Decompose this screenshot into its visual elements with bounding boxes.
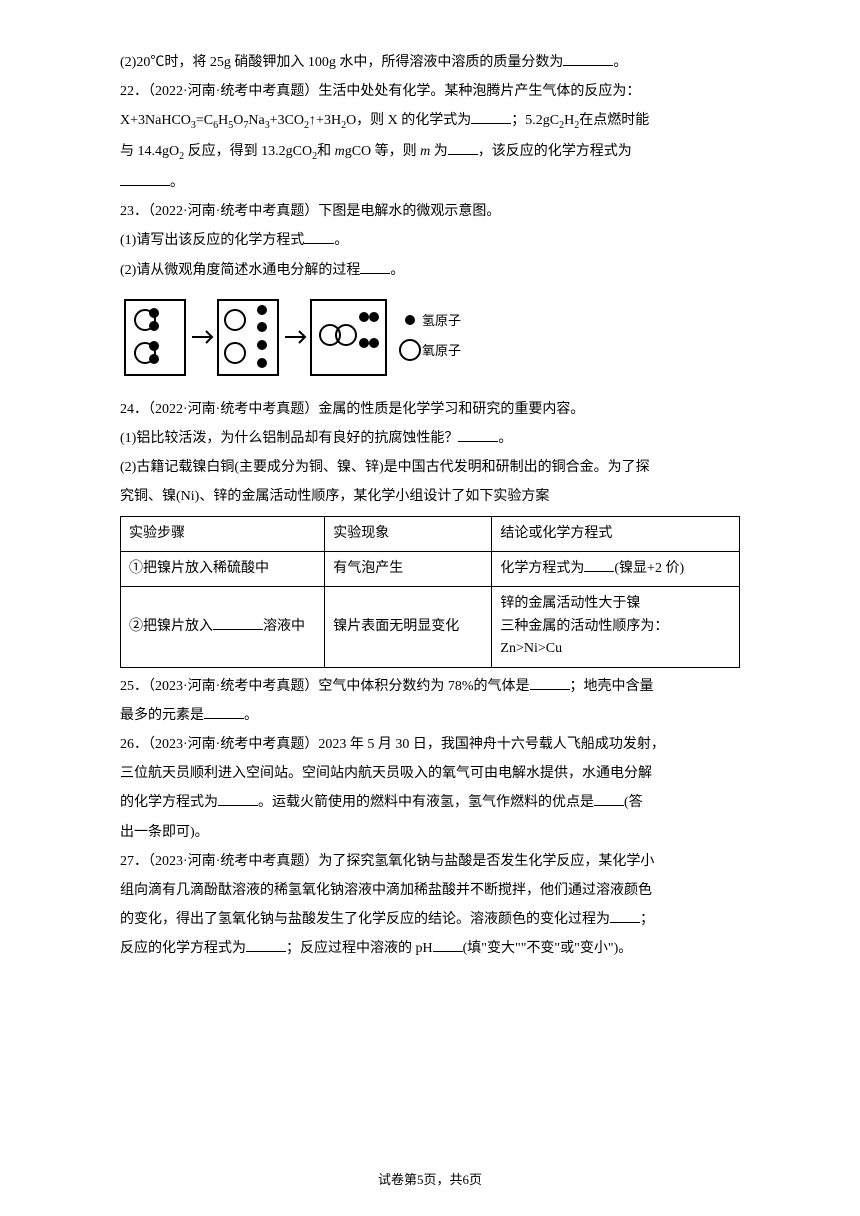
table-header-cell: 实验现象 (325, 516, 492, 551)
blank (594, 792, 624, 806)
electrolysis-diagram: 氢原子 氧原子 (120, 295, 470, 380)
blank (471, 110, 511, 124)
blank (246, 938, 286, 952)
q25-line2: 最多的元素是。 (120, 703, 740, 728)
blank (360, 260, 390, 274)
period: 。 (613, 55, 627, 70)
q23-intro: 23．（2022·河南·统考中考真题）下图是电解水的微观示意图。 (120, 199, 740, 224)
q26-b: 三位航天员顺利进入空间站。空间站内航天员吸入的氧气可由电解水提供，水通电分解 (120, 761, 740, 786)
table-cell: 化学方程式为(镍显+2 价) (492, 552, 740, 587)
blank (218, 792, 258, 806)
q22-line4: 。 (120, 170, 740, 195)
q26-a: 26．（2023·河南·统考中考真题）2023 年 5 月 30 日，我国神舟十… (120, 732, 740, 757)
table-cell: ①把镍片放入稀硫酸中 (121, 552, 325, 587)
q27-d: 反应的化学方程式为；反应过程中溶液的 pH(填"变大""不变"或"变小")。 (120, 936, 740, 961)
table-cell: 有气泡产生 (325, 552, 492, 587)
blank (448, 141, 478, 155)
table-row: 实验步骤 实验现象 结论或化学方程式 (121, 516, 740, 551)
table-cell: ②把镍片放入溶液中 (121, 587, 325, 667)
q22-equation: X+3NaHCO3=C6H5O7Na3+3CO2↑+3H2O，则 X 的化学式为… (120, 108, 740, 135)
q24-2a: (2)古籍记载镍白铜(主要成分为铜、镍、锌)是中国古代发明和研制出的铜合金。为了… (120, 455, 740, 480)
document-content: (2)20℃时，将 25g 硝酸钾加入 100g 水中，所得溶液中溶质的质量分数… (120, 50, 740, 961)
q22-intro: 22．（2022·河南·统考中考真题）生活中处处有化学。某种泡腾片产生气体的反应… (120, 79, 740, 104)
blank (584, 558, 614, 572)
table-row: ①把镍片放入稀硫酸中 有气泡产生 化学方程式为(镍显+2 价) (121, 552, 740, 587)
q27-c: 的变化，得出了氢氧化钠与盐酸发生了化学反应的结论。溶液颜色的变化过程为； (120, 907, 740, 932)
q23-1: (1)请写出该反应的化学方程式。 (120, 228, 740, 253)
q27-b: 组向滴有几滴酚酞溶液的稀氢氧化钠溶液中滴加稀盐酸并不断搅拌，他们通过溶液颜色 (120, 878, 740, 903)
q22-line3: 与 14.4gO2 反应，得到 13.2gCO2和 mgCO 等，则 m 为，该… (120, 139, 740, 166)
blank (304, 230, 334, 244)
blank (610, 909, 640, 923)
q21-2-text: (2)20℃时，将 25g 硝酸钾加入 100g 水中，所得溶液中溶质的质量分数… (120, 55, 563, 70)
blank (433, 938, 463, 952)
blank (213, 616, 263, 630)
svg-text:氧原子: 氧原子 (422, 343, 461, 358)
q21-2: (2)20℃时，将 25g 硝酸钾加入 100g 水中，所得溶液中溶质的质量分数… (120, 50, 740, 75)
blank (530, 676, 570, 690)
q24-2b: 究铜、镍(Ni)、锌的金属活动性顺序，某化学小组设计了如下实验方案 (120, 484, 740, 509)
page-footer: 试卷第5页，共6页 (0, 1168, 860, 1191)
q24-1: (1)铝比较活泼，为什么铝制品却有良好的抗腐蚀性能？。 (120, 426, 740, 451)
q27-a: 27．（2023·河南·统考中考真题）为了探究氢氧化钠与盐酸是否发生化学反应，某… (120, 849, 740, 874)
table-cell: 镍片表面无明显变化 (325, 587, 492, 667)
table-cell: 锌的金属活动性大于镍三种金属的活动性顺序为：Zn>Ni>Cu (492, 587, 740, 667)
table-row: ②把镍片放入溶液中 镍片表面无明显变化 锌的金属活动性大于镍三种金属的活动性顺序… (121, 587, 740, 667)
blank (204, 705, 244, 719)
blank (120, 172, 170, 186)
q24-intro: 24．（2022·河南·统考中考真题）金属的性质是化学学习和研究的重要内容。 (120, 397, 740, 422)
blank (458, 428, 498, 442)
table-header-cell: 实验步骤 (121, 516, 325, 551)
q26-f: 出一条即可)。 (120, 820, 740, 845)
q25: 25．（2023·河南·统考中考真题）空气中体积分数约为 78%的气体是；地壳中… (120, 674, 740, 699)
blank (563, 52, 613, 66)
table-header-cell: 结论或化学方程式 (492, 516, 740, 551)
q26-c: 的化学方程式为。运载火箭使用的燃料中有液氢，氢气作燃料的优点是(答 (120, 790, 740, 815)
q23-2: (2)请从微观角度简述水通电分解的过程。 (120, 258, 740, 283)
svg-text:氢原子: 氢原子 (422, 313, 461, 328)
experiment-table: 实验步骤 实验现象 结论或化学方程式 ①把镍片放入稀硫酸中 有气泡产生 化学方程… (120, 516, 740, 668)
